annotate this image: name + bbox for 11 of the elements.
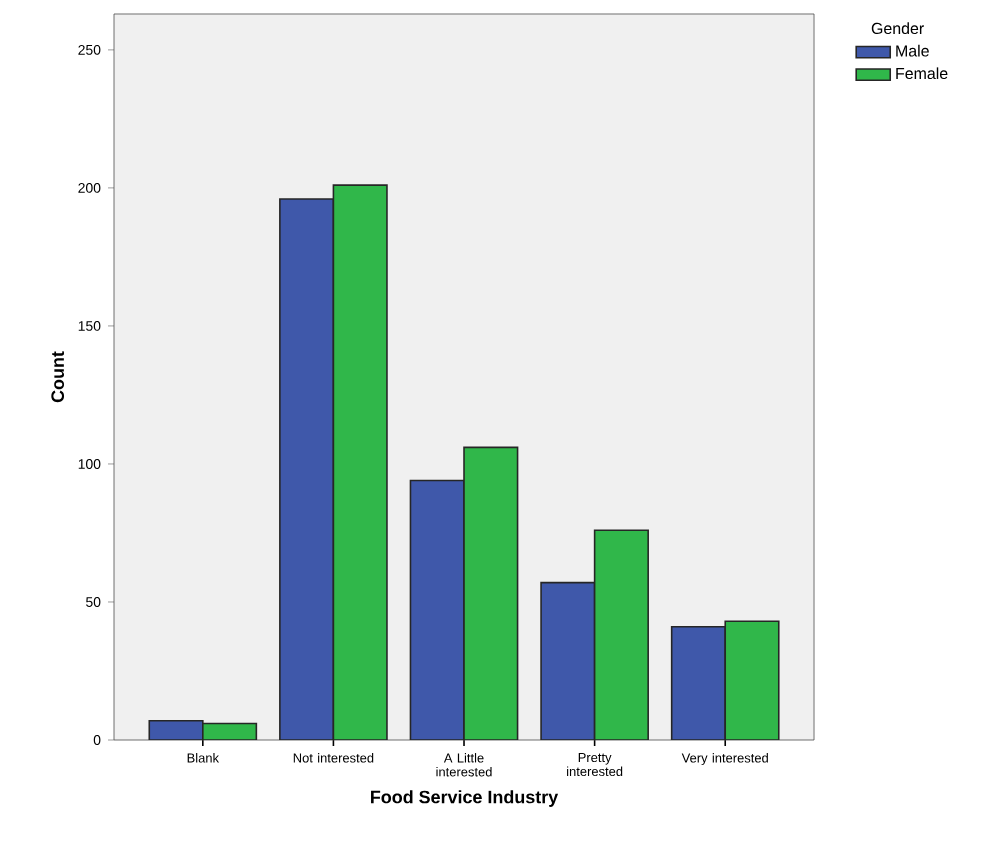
bar — [279, 198, 334, 740]
bar — [594, 530, 649, 740]
x-axis-title: Food Service Industry — [371, 790, 559, 807]
bar — [541, 582, 595, 740]
bar — [149, 720, 203, 740]
bar — [464, 447, 518, 740]
bar — [333, 185, 387, 740]
bar — [724, 620, 780, 740]
bar — [670, 626, 727, 740]
bar — [410, 480, 465, 740]
y-axis-title: Count — [51, 351, 65, 403]
